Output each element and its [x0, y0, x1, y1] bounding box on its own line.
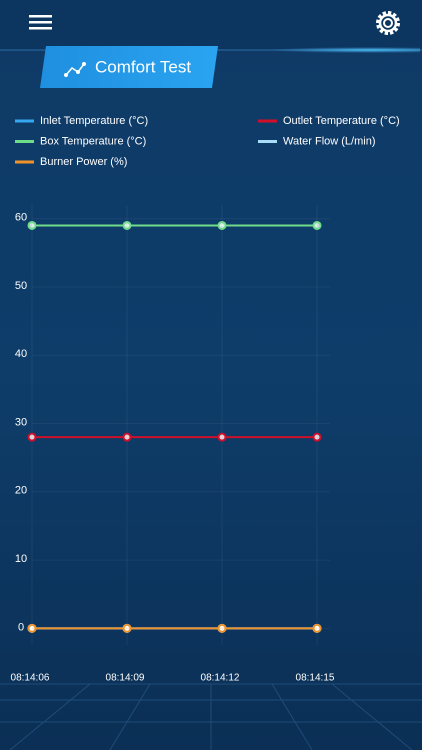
x-tick-label: 08:14:09 [106, 673, 145, 684]
y-tick-label: 50 [15, 280, 27, 292]
top-bar-glow [220, 47, 420, 53]
data-point [27, 220, 37, 230]
data-point [122, 623, 132, 633]
floor [0, 683, 422, 751]
x-tick-label: 08:14:06 [11, 673, 50, 684]
legend-label: Box Temperature (°C) [40, 135, 146, 147]
data-point [122, 432, 132, 442]
y-tick-label: 40 [15, 348, 27, 360]
data-point [27, 623, 37, 633]
x-tick-label: 08:14:12 [201, 673, 240, 684]
data-point [312, 432, 322, 442]
legend-label: Outlet Temperature (°C) [283, 115, 400, 127]
data-point [217, 623, 227, 633]
data-point [312, 220, 322, 230]
menu-button[interactable] [29, 15, 52, 30]
data-point [217, 220, 227, 230]
data-point [122, 220, 132, 230]
legend-label: Water Flow (L/min) [283, 135, 376, 147]
y-tick-label: 0 [18, 621, 24, 633]
data-point [27, 432, 37, 442]
legend-label: Inlet Temperature (°C) [40, 115, 148, 127]
legend-label: Burner Power (%) [40, 156, 127, 168]
data-point [217, 432, 227, 442]
top-bar [0, 0, 422, 50]
title: Comfort Test [95, 57, 191, 76]
x-tick-label: 08:14:15 [296, 673, 335, 684]
data-point [312, 623, 322, 633]
y-tick-label: 60 [15, 212, 27, 224]
settings-button[interactable] [376, 11, 400, 35]
y-tick-label: 10 [15, 553, 27, 565]
chart: Inlet Temperature (°C) Outlet Temperature… [11, 115, 400, 684]
y-tick-label: 20 [15, 485, 27, 497]
title-button[interactable]: Comfort Test [40, 46, 218, 88]
y-tick-label: 30 [15, 416, 27, 428]
